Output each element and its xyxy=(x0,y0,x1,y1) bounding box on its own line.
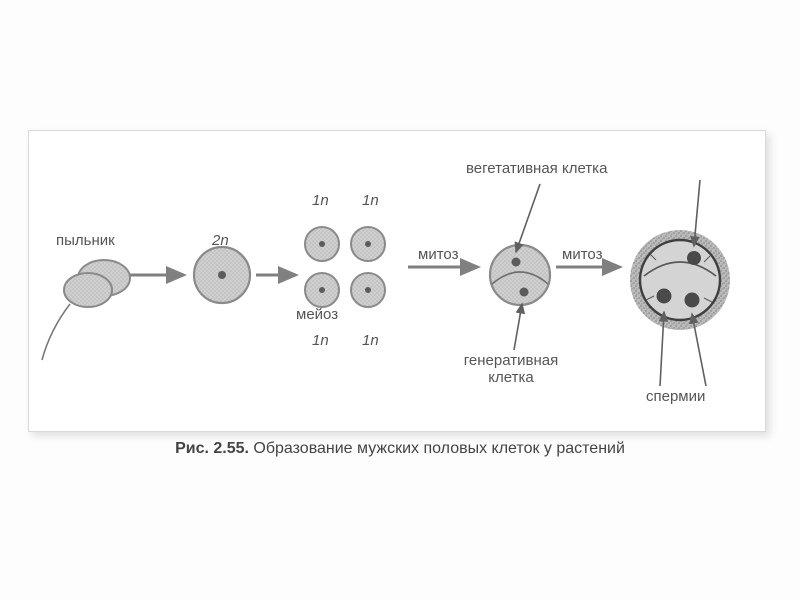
caption-text: Образование мужских половых клеток у рас… xyxy=(253,440,625,457)
label-haploid-br: 1n xyxy=(362,332,379,349)
label-haploid-tr: 1n xyxy=(362,192,379,209)
label-haploid-bl: 1n xyxy=(312,332,329,349)
label-haploid-tl: 1n xyxy=(312,192,329,209)
label-mitosis-2: митоз xyxy=(562,246,602,263)
label-anther: пыльник xyxy=(56,232,115,249)
label-generative-text: генеративная клетка xyxy=(464,352,558,386)
diagram-canvas: пыльник 2n 1n 1n 1n 1n мейоз митоз митоз… xyxy=(0,0,800,600)
label-meiosis: мейоз xyxy=(296,306,338,323)
figure-caption: Рис. 2.55. Образование мужских половых к… xyxy=(0,440,800,458)
caption-prefix: Рис. 2.55. xyxy=(175,440,249,457)
label-generative: генеративная клетка xyxy=(446,352,576,387)
diagram-frame xyxy=(28,130,766,432)
label-diploid: 2n xyxy=(212,232,229,249)
label-sperm: спермии xyxy=(646,388,705,405)
label-vegetative: вегетативная клетка xyxy=(466,160,607,177)
label-mitosis-1: митоз xyxy=(418,246,458,263)
